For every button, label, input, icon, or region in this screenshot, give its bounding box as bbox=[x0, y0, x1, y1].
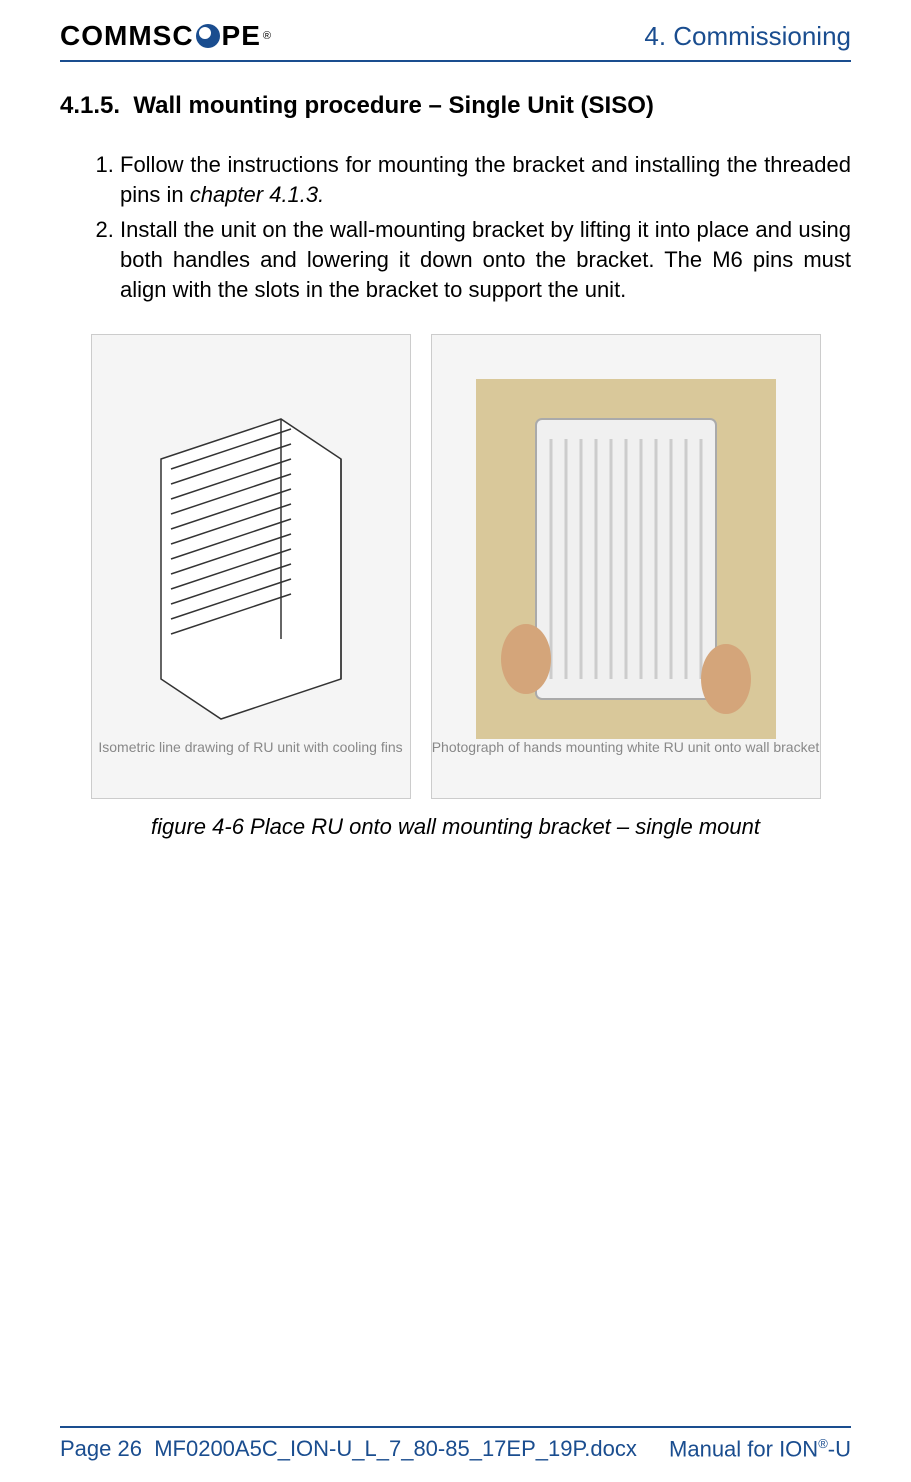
footer-right: Manual for ION®-U bbox=[669, 1436, 851, 1462]
figure-right: Photograph of hands mounting white RU un… bbox=[431, 334, 821, 799]
page-number: Page 26 bbox=[60, 1436, 142, 1461]
globe-icon bbox=[196, 24, 220, 48]
figure-right-label: Photograph of hands mounting white RU un… bbox=[432, 739, 820, 755]
registered-mark: ® bbox=[263, 30, 271, 42]
unit-photo-icon bbox=[476, 379, 776, 739]
footer-row: Page 26 MF0200A5C_ION-U_L_7_80-85_17EP_1… bbox=[60, 1436, 851, 1462]
section-title: 4.1.5. Wall mounting procedure – Single … bbox=[60, 92, 851, 120]
footer-filename: MF0200A5C_ION-U_L_7_80-85_17EP_19P.docx bbox=[154, 1436, 637, 1461]
logo-text-suffix: PE bbox=[222, 20, 261, 52]
step-italic: chapter 4.1.3. bbox=[190, 182, 325, 207]
list-item: Follow the instructions for mounting the… bbox=[120, 150, 851, 209]
header-rule bbox=[60, 60, 851, 62]
figure-left-label: Isometric line drawing of RU unit with c… bbox=[98, 739, 402, 755]
logo-text-prefix: COMMSC bbox=[60, 20, 194, 52]
figure-caption: figure 4-6 Place RU onto wall mounting b… bbox=[60, 814, 851, 840]
logo: COMMSC PE ® bbox=[60, 20, 271, 52]
list-item: Install the unit on the wall-mounting br… bbox=[120, 215, 851, 304]
manual-reg-mark: ® bbox=[818, 1436, 828, 1451]
section-number: 4.1.5. bbox=[60, 92, 120, 119]
procedure-list: Follow the instructions for mounting the… bbox=[60, 150, 851, 304]
manual-label-suffix: -U bbox=[828, 1436, 851, 1461]
footer-rule bbox=[60, 1426, 851, 1428]
section-heading: Wall mounting procedure – Single Unit (S… bbox=[133, 92, 653, 119]
page-header: COMMSC PE ® 4. Commissioning bbox=[60, 0, 851, 60]
chapter-title: 4. Commissioning bbox=[644, 21, 851, 52]
step-text: Install the unit on the wall-mounting br… bbox=[120, 217, 851, 301]
footer-left: Page 26 MF0200A5C_ION-U_L_7_80-85_17EP_1… bbox=[60, 1436, 637, 1462]
page-footer: Page 26 MF0200A5C_ION-U_L_7_80-85_17EP_1… bbox=[60, 1426, 851, 1462]
figure-row: Isometric line drawing of RU unit with c… bbox=[60, 334, 851, 799]
manual-label-prefix: Manual for ION bbox=[669, 1436, 818, 1461]
unit-drawing-icon bbox=[121, 379, 381, 739]
figure-left: Isometric line drawing of RU unit with c… bbox=[91, 334, 411, 799]
